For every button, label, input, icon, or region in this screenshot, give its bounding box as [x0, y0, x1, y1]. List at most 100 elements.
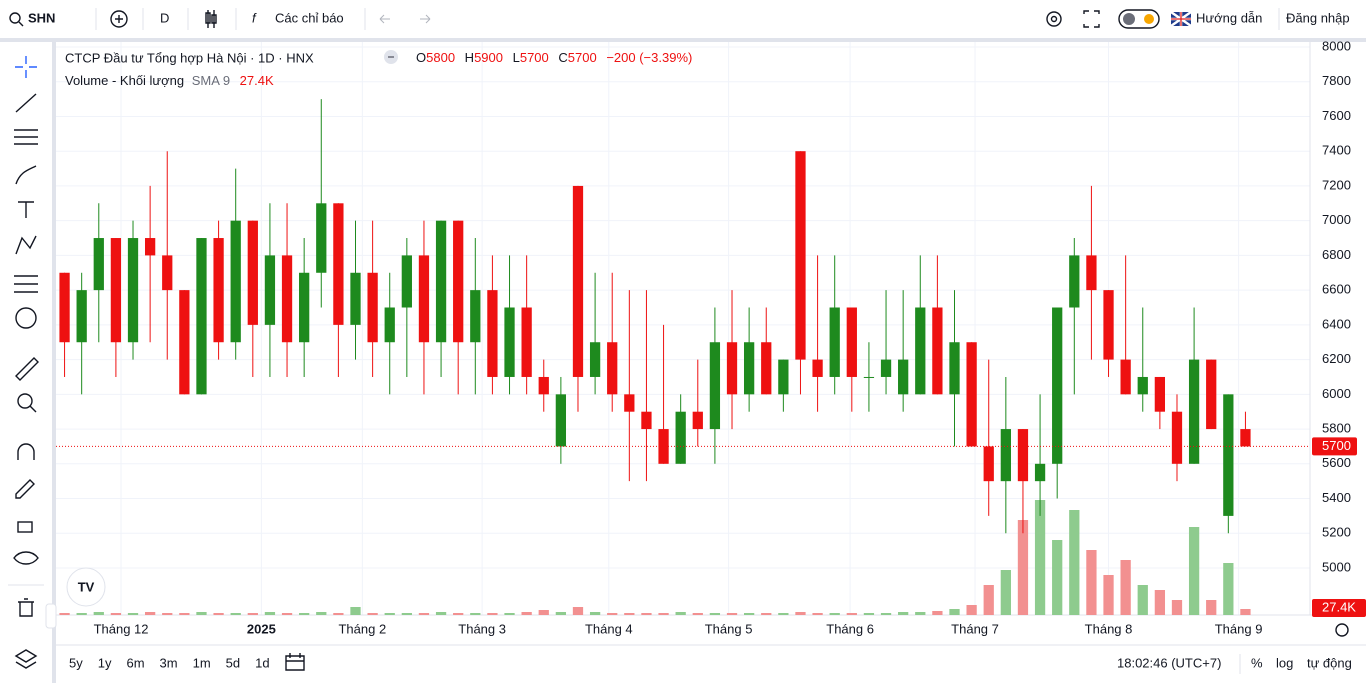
volume-bar — [607, 613, 618, 615]
range-button[interactable]: 3m — [160, 655, 178, 670]
volume-bar — [333, 613, 344, 615]
lock-tool[interactable] — [17, 521, 33, 533]
candle-body — [709, 342, 721, 430]
volume-bar — [1103, 575, 1114, 615]
candle-body — [743, 342, 755, 395]
range-button[interactable]: 1m — [193, 655, 211, 670]
layers-tool[interactable] — [14, 649, 38, 669]
volume-bar — [196, 612, 207, 615]
x-tick-label: 2025 — [247, 621, 276, 636]
candle-body — [453, 220, 464, 343]
sma-label: SMA 9 — [192, 73, 230, 88]
zoom-tool-handle — [29, 405, 37, 413]
candle-body — [418, 255, 430, 343]
axis-settings[interactable] — [1335, 623, 1349, 637]
ruler-tool[interactable] — [15, 357, 39, 381]
volume-bar — [572, 607, 584, 615]
undo[interactable] — [379, 14, 390, 24]
lock-draw-tool[interactable] — [15, 479, 35, 499]
candle-body — [1017, 429, 1029, 482]
add-symbol-plus — [115, 15, 123, 23]
high-value: 5900 — [474, 50, 503, 65]
range-button[interactable]: 6m — [126, 655, 144, 670]
candle-body — [1223, 394, 1234, 516]
pattern-tool[interactable] — [15, 235, 37, 255]
volume-bar — [1000, 570, 1011, 615]
range-button[interactable]: 5y — [69, 655, 83, 670]
y-tick-label: 5600 — [1322, 455, 1351, 470]
candle-body — [1103, 290, 1114, 360]
y-tick-label: 6000 — [1322, 386, 1351, 401]
range-button[interactable]: 1y — [98, 655, 112, 670]
percent-toggle[interactable]: % — [1251, 655, 1263, 670]
y-tick-label: 7600 — [1322, 108, 1351, 123]
trend-line-tool[interactable] — [15, 93, 37, 113]
visibility-tool[interactable] — [13, 551, 39, 565]
volume-bar — [1086, 550, 1097, 615]
theme-sun — [1144, 14, 1154, 24]
y-tick-label: 7400 — [1322, 143, 1351, 158]
volume-bar — [1052, 540, 1063, 615]
change-value: −200 (−3.39%) — [606, 50, 692, 65]
last-price-tag — [1312, 437, 1357, 456]
volume-bar — [1223, 563, 1234, 615]
volume-tag-label: 27.4K — [1322, 599, 1356, 614]
candle-body — [692, 411, 703, 430]
candle-body — [487, 290, 498, 377]
range-button[interactable]: 1d — [255, 655, 269, 670]
flag-cross-red — [1171, 12, 1191, 26]
settings[interactable] — [1046, 11, 1062, 27]
volume-bar — [213, 613, 224, 615]
sma-value: 27.4K — [240, 73, 274, 88]
volume-bar — [743, 613, 755, 615]
y-tick-label: 5400 — [1322, 490, 1351, 505]
emoji-tool[interactable] — [15, 307, 37, 329]
candle-body — [761, 342, 772, 395]
last-price-label: 5700 — [1322, 438, 1351, 453]
search-icon[interactable] — [9, 12, 21, 24]
fib-tool[interactable] — [14, 129, 38, 145]
left-divider — [52, 42, 56, 683]
auto-toggle[interactable]: tự động — [1307, 655, 1352, 670]
candle-body — [93, 238, 104, 291]
candle-body — [898, 359, 909, 395]
candle-body — [863, 376, 875, 378]
log-toggle[interactable]: log — [1276, 655, 1293, 670]
interval[interactable]: D — [160, 10, 169, 25]
fullscreen[interactable] — [1083, 10, 1100, 28]
collapse-toolbar[interactable] — [45, 603, 57, 629]
symbol[interactable]: SHN — [28, 10, 55, 25]
guide[interactable]: Hướng dẫn — [1196, 10, 1262, 25]
redo[interactable] — [420, 14, 431, 24]
chart-type-icon[interactable] — [205, 10, 217, 28]
prediction-tool[interactable] — [14, 275, 38, 293]
volume-bar — [127, 613, 139, 615]
volume-bar — [675, 612, 686, 615]
zoom-tool[interactable] — [17, 393, 33, 409]
fx-icon[interactable]: f — [252, 10, 257, 25]
crosshair-tool[interactable] — [15, 56, 37, 78]
date-range-icon[interactable] — [285, 653, 305, 671]
y-tick-label: 5200 — [1322, 525, 1351, 540]
candle-body — [1069, 255, 1080, 308]
logo[interactable] — [66, 567, 106, 607]
candle-body — [983, 446, 994, 482]
range-button[interactable]: 5d — [226, 655, 240, 670]
delete-tool[interactable] — [18, 598, 34, 617]
add-symbol[interactable] — [110, 10, 128, 28]
magnet-tool[interactable] — [17, 443, 35, 460]
volume-bar — [692, 613, 703, 615]
candle-body — [470, 290, 481, 343]
indicators[interactable]: Các chỉ báo — [275, 10, 344, 25]
candle-body — [162, 255, 173, 291]
volume-bar — [470, 613, 481, 615]
candle-body — [949, 342, 960, 395]
high-label: H — [465, 50, 474, 65]
login[interactable]: Đăng nhập — [1286, 10, 1350, 25]
candle-body — [1034, 463, 1046, 482]
volume-bar — [1017, 520, 1029, 615]
brush-tool[interactable] — [15, 165, 37, 185]
volume-tag — [1312, 599, 1366, 617]
text-tool[interactable] — [18, 201, 34, 218]
x-tick-label: Tháng 12 — [94, 621, 149, 636]
